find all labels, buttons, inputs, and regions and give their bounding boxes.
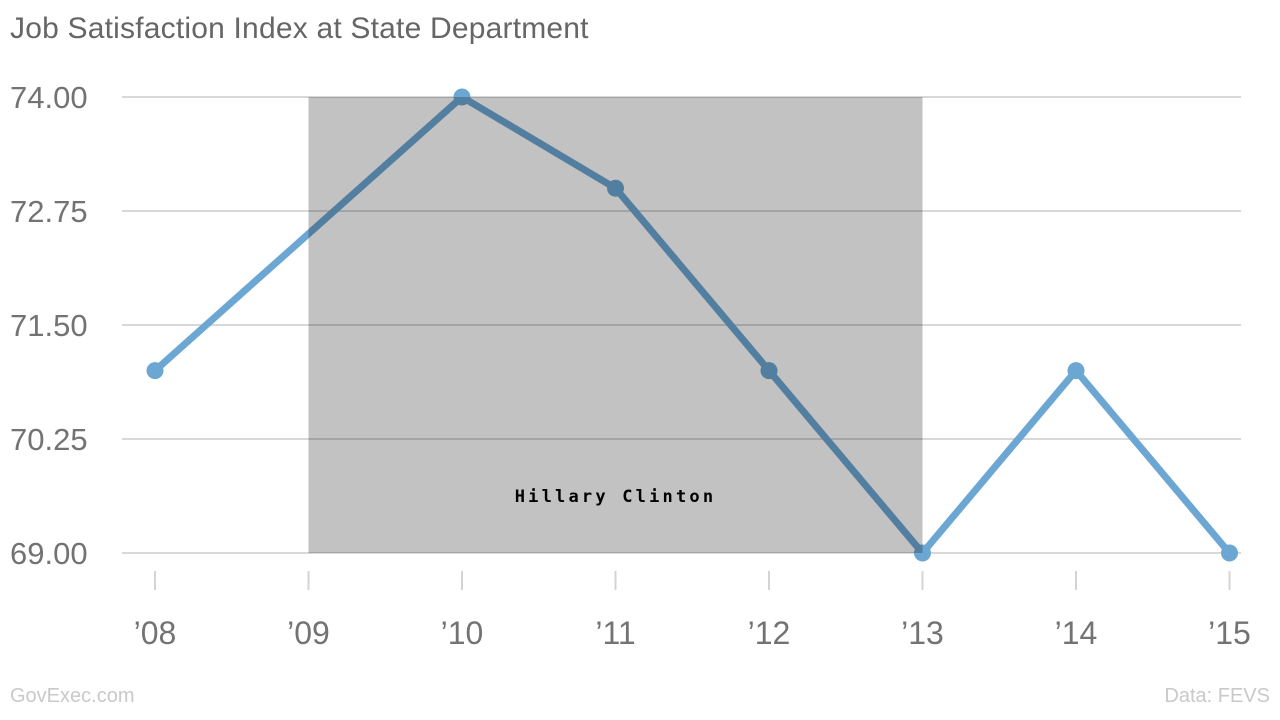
x-axis-tick-label: ’10 xyxy=(441,615,484,651)
data-point-marker[interactable] xyxy=(1221,544,1238,562)
x-axis-tick-label: ’15 xyxy=(1208,615,1251,651)
highlight-band xyxy=(308,97,923,553)
data-point-marker[interactable] xyxy=(1067,362,1085,380)
x-axis-tick-label: ’13 xyxy=(901,615,944,651)
data-point-marker[interactable] xyxy=(146,362,164,380)
x-axis-tick-label: ’12 xyxy=(748,615,791,651)
source-credit-left: GovExec.com xyxy=(10,685,135,707)
chart-title: Job Satisfaction Index at State Departme… xyxy=(10,12,589,45)
y-axis-tick-label: 74.00 xyxy=(10,80,88,115)
x-axis-tick-label: ’08 xyxy=(134,615,177,651)
highlight-band-label: Hillary Clinton xyxy=(515,487,717,507)
x-axis-tick-label: ’11 xyxy=(595,615,635,651)
x-axis-tick-label: ’09 xyxy=(287,615,330,651)
y-axis-tick-label: 71.50 xyxy=(10,308,88,343)
y-axis-tick-label: 72.75 xyxy=(10,194,88,229)
y-axis-tick-label: 70.25 xyxy=(10,422,88,457)
y-axis-tick-label: 69.00 xyxy=(10,536,88,571)
source-credit-right: Data: FEVS xyxy=(1164,685,1270,707)
x-axis-tick-label: ’14 xyxy=(1055,615,1098,651)
